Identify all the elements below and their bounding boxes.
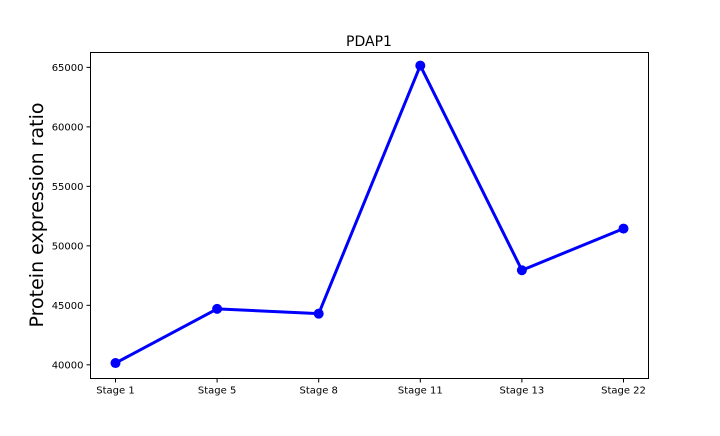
x-tick-label: Stage 13 bbox=[499, 386, 544, 397]
y-tick-label: 50000 bbox=[52, 241, 84, 252]
x-tick-label: Stage 8 bbox=[299, 386, 337, 397]
data-point bbox=[110, 358, 121, 369]
x-tick-label: Stage 11 bbox=[398, 386, 443, 397]
data-point bbox=[313, 308, 324, 319]
series-line bbox=[114, 64, 625, 365]
data-point bbox=[415, 60, 426, 71]
y-tick-label: 45000 bbox=[52, 301, 84, 312]
y-tick-label: 60000 bbox=[52, 122, 84, 133]
chart-title: PDAP1 bbox=[346, 34, 392, 50]
data-point bbox=[618, 223, 629, 234]
x-tick-label: Stage 22 bbox=[601, 386, 646, 397]
x-tick-label: Stage 1 bbox=[96, 386, 134, 397]
y-tick-label: 65000 bbox=[52, 63, 84, 74]
y-axis-label: Protein expression ratio bbox=[26, 103, 48, 328]
x-tick-label: Stage 5 bbox=[198, 386, 236, 397]
data-point bbox=[516, 265, 527, 276]
series-layer bbox=[110, 60, 629, 369]
y-axis-ticks: 40000 45000 50000 55000 60000 65000 bbox=[52, 63, 91, 371]
data-point bbox=[212, 303, 223, 314]
y-tick-label: 40000 bbox=[52, 360, 84, 371]
y-tick-label: 55000 bbox=[52, 182, 84, 193]
plot-frame bbox=[90, 52, 649, 379]
x-axis-ticks: Stage 1 Stage 5 Stage 8 Stage 11 Stage 13 Sta… bbox=[96, 378, 646, 397]
